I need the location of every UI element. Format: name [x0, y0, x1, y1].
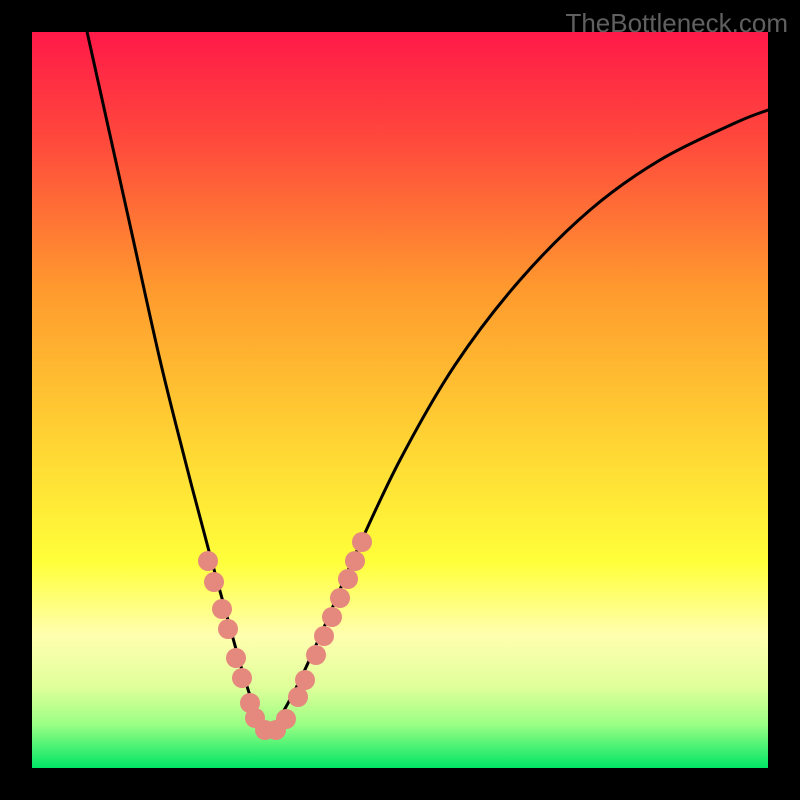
plot-area	[32, 32, 768, 768]
watermark-text: TheBottleneck.com	[565, 8, 788, 39]
border-right	[768, 0, 800, 800]
border-left	[0, 0, 32, 800]
chart-frame: TheBottleneck.com	[0, 0, 800, 800]
border-bottom	[0, 768, 800, 800]
